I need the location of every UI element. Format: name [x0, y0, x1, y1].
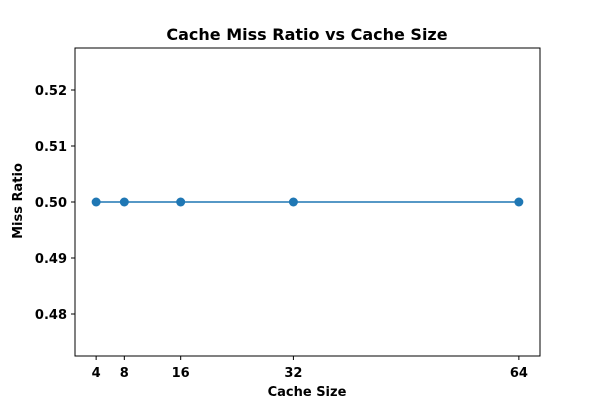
data-point — [514, 197, 524, 207]
data-point — [91, 197, 101, 207]
x-tick-label: 4 — [92, 366, 101, 381]
y-tick-label: 0.49 — [35, 252, 67, 267]
y-axis-label: Miss Ratio — [11, 163, 26, 239]
x-tick-label: 64 — [510, 366, 528, 381]
y-tick-label: 0.48 — [35, 308, 67, 323]
x-tick-label: 8 — [120, 366, 129, 381]
y-tick-label: 0.51 — [35, 140, 67, 155]
data-point — [288, 197, 298, 207]
x-tick-label: 16 — [172, 366, 190, 381]
data-point — [176, 197, 186, 207]
chart-title: Cache Miss Ratio vs Cache Size — [166, 25, 447, 44]
plot-area: 0.48 0.49 0.50 0.51 0.52 4 8 16 32 64 — [35, 47, 541, 381]
y-tick-label: 0.50 — [35, 196, 67, 211]
x-axis-label: Cache Size — [268, 385, 347, 400]
x-tick-label: 32 — [284, 366, 302, 381]
data-point — [119, 197, 129, 207]
y-tick-label: 0.52 — [35, 84, 67, 99]
